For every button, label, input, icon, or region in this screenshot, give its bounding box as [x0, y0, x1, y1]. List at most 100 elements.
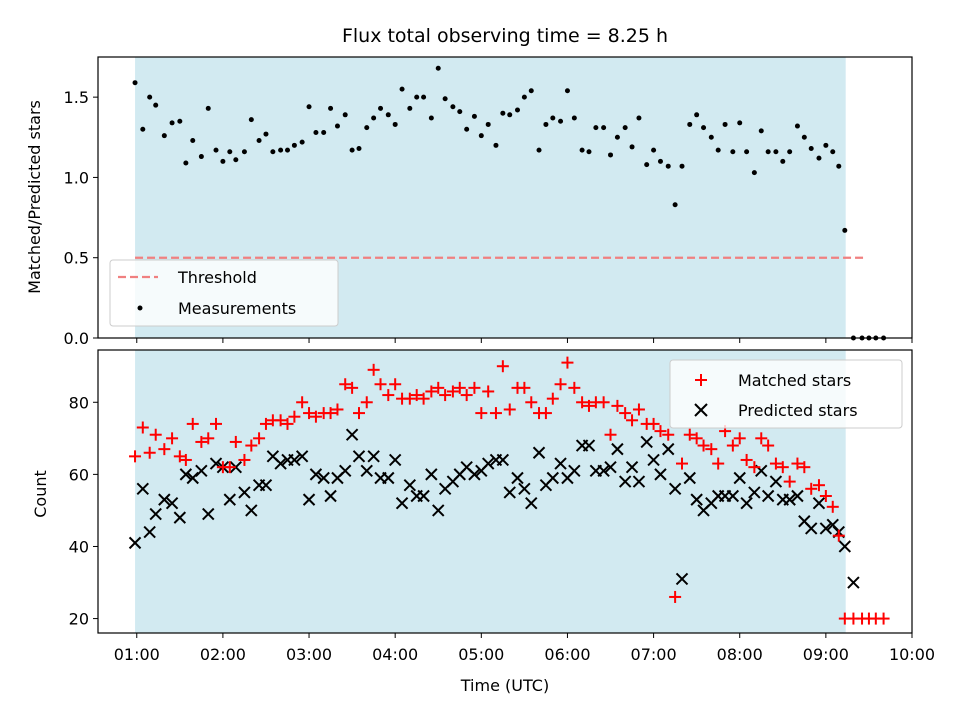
- predicted-star-stroke: [460, 460, 473, 474]
- predicted-star-stroke: [367, 450, 380, 463]
- bottom-y-axis-title: Count: [31, 470, 50, 518]
- measurement-point: [730, 149, 736, 155]
- matched-star-point: [568, 381, 581, 394]
- matched-star-point: [496, 360, 509, 373]
- matched-star-point: [619, 407, 632, 420]
- predicted-star-point: [403, 478, 417, 492]
- predicted-star-stroke: [395, 497, 409, 510]
- measurement-point: [233, 157, 239, 163]
- x-tick-label: 07:00: [631, 645, 677, 664]
- matched-star-point: [403, 392, 416, 405]
- predicted-star-stroke: [647, 453, 660, 467]
- predicted-star-stroke: [382, 471, 395, 485]
- predicted-star-point: [302, 493, 316, 506]
- matched-star-point: [468, 381, 481, 394]
- predicted-star-point: [202, 507, 215, 521]
- predicted-star-point: [761, 489, 775, 503]
- predicted-star-point: [668, 482, 682, 496]
- predicted-star-point: [783, 493, 796, 506]
- matched-star-point: [783, 475, 796, 488]
- predicted-star-stroke: [511, 471, 524, 485]
- predicted-star-point: [324, 489, 337, 503]
- predicted-star-point: [195, 464, 208, 477]
- matched-star-point: [173, 450, 186, 463]
- predicted-star-stroke: [223, 493, 236, 506]
- predicted-star-stroke: [195, 464, 208, 477]
- matched-star-point: [597, 396, 610, 409]
- measurement-point: [385, 112, 391, 118]
- measurement-point: [256, 137, 262, 143]
- measurement-point: [270, 149, 276, 155]
- measurement-point: [836, 163, 842, 169]
- measurement-point: [636, 115, 642, 121]
- matched-star-point: [352, 407, 365, 420]
- matched-star-point: [705, 443, 718, 456]
- matched-star-point: [367, 363, 380, 376]
- predicted-star-stroke: [309, 468, 323, 481]
- predicted-star-point: [149, 507, 162, 521]
- measurement-point: [780, 158, 786, 164]
- predicted-legend-swatch: [694, 403, 708, 417]
- predicted-star-point: [625, 460, 639, 474]
- measurement-point: [701, 125, 707, 131]
- y-tick-label: 60: [69, 465, 89, 484]
- measurement-point: [328, 105, 334, 111]
- measurement-point: [263, 131, 269, 137]
- predicted-star-stroke: [654, 468, 667, 481]
- predicted-star-stroke: [826, 518, 839, 532]
- matched-star-point: [576, 396, 589, 409]
- matched-star-point: [503, 403, 516, 416]
- predicted-star-point: [317, 471, 330, 485]
- measurement-point: [392, 121, 398, 127]
- measurement-point: [579, 147, 585, 153]
- measurement-point: [672, 202, 678, 208]
- matched-star-point: [460, 389, 473, 402]
- measurement-point: [737, 120, 743, 126]
- measurement-point: [464, 126, 470, 132]
- predicted-star-stroke: [295, 450, 309, 463]
- measurements-legend-swatch: [137, 305, 143, 311]
- predicted-star-point: [223, 493, 236, 506]
- predicted-star-point: [740, 497, 753, 510]
- predicted-star-point: [417, 489, 430, 503]
- predicted-star-stroke: [481, 457, 495, 470]
- matched-star-point: [166, 432, 179, 445]
- measurement-point: [414, 94, 420, 100]
- measurement-point: [342, 112, 348, 118]
- measurement-point: [442, 96, 448, 102]
- matched-star-point: [360, 396, 373, 409]
- predicted-star-stroke: [683, 471, 696, 485]
- measurement-point: [528, 88, 534, 94]
- predicted-star-point: [838, 540, 852, 553]
- predicted-star-point: [618, 475, 632, 488]
- measurement-point: [765, 149, 771, 155]
- predicted-star-stroke: [339, 464, 352, 477]
- predicted-star-point: [367, 450, 380, 463]
- measurement-point: [514, 107, 520, 113]
- predicted-star-point: [805, 522, 818, 535]
- measurement-point: [521, 94, 527, 100]
- predicted-star-stroke: [819, 522, 833, 535]
- matched-star-point: [136, 421, 149, 434]
- matched-star-point: [432, 381, 445, 394]
- predicted-star-stroke: [798, 515, 811, 528]
- top-axes-frame: [97, 56, 913, 339]
- measurement-point: [571, 115, 577, 121]
- predicted-star-stroke: [403, 478, 417, 492]
- x-tick-label: 10:00: [889, 645, 935, 664]
- matched-star-point: [382, 389, 395, 402]
- matched-star-point: [582, 399, 595, 412]
- matched-star-point: [826, 500, 839, 513]
- predicted-star-stroke: [783, 493, 796, 506]
- matched-star-point: [296, 396, 309, 409]
- x-tick-label: 01:00: [114, 645, 160, 664]
- y-tick-label: 40: [69, 537, 89, 556]
- predicted-star-point: [647, 453, 660, 467]
- measurement-point: [248, 117, 254, 123]
- measurement-point: [306, 104, 312, 110]
- matched-star-point: [712, 457, 725, 470]
- measurement-point: [471, 113, 477, 119]
- measurement-point: [198, 154, 204, 160]
- predicted-star-stroke: [503, 486, 516, 499]
